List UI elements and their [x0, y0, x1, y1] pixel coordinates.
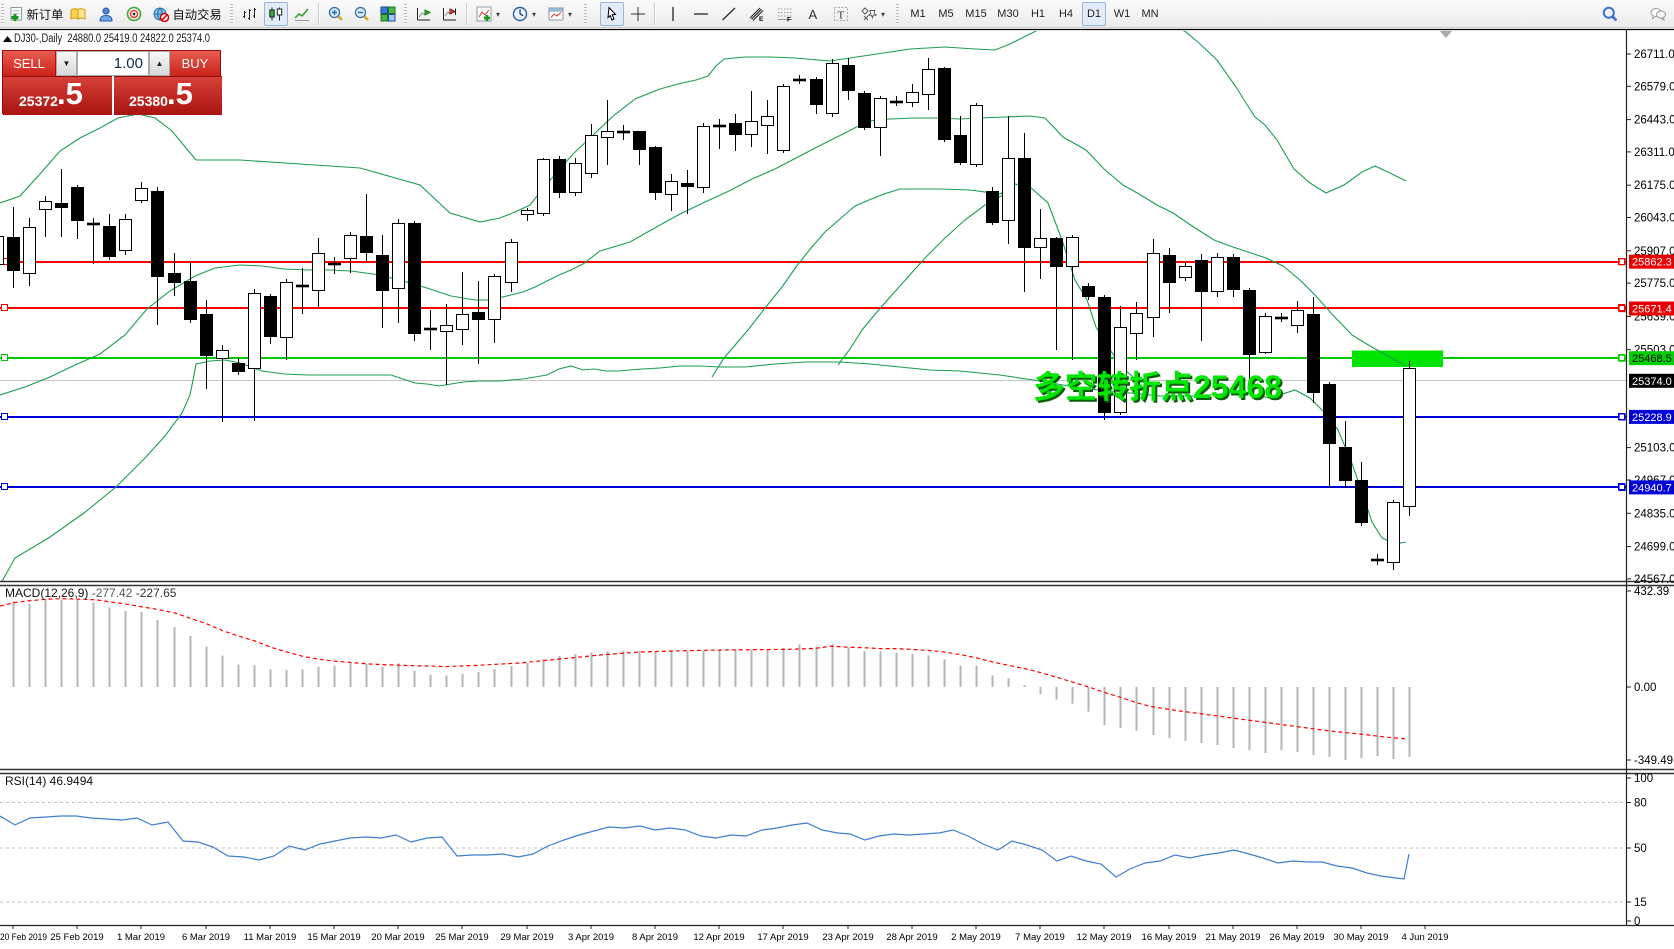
- svg-text:25907.0: 25907.0: [1634, 246, 1674, 258]
- svg-text:20 Mar 2019: 20 Mar 2019: [371, 932, 424, 943]
- svg-text:26443.0: 26443.0: [1634, 115, 1674, 127]
- svg-text:DJ30-,Daily 24880.0 25419.0 2: DJ30-,Daily 24880.0 25419.0 24822.0 2537…: [14, 33, 210, 45]
- svg-text:24835.0: 24835.0: [1634, 508, 1674, 520]
- svg-text:30 May 2019: 30 May 2019: [1334, 932, 1389, 943]
- svg-text:80: 80: [1634, 798, 1647, 810]
- svg-text:26 May 2019: 26 May 2019: [1270, 932, 1325, 943]
- svg-text:25 Mar 2019: 25 Mar 2019: [435, 932, 488, 943]
- svg-text:28 Apr 2019: 28 Apr 2019: [886, 932, 937, 943]
- svg-text:432.39: 432.39: [1634, 586, 1669, 598]
- svg-text:12 Apr 2019: 12 Apr 2019: [693, 932, 744, 943]
- svg-text:0: 0: [1634, 916, 1640, 928]
- svg-text:15 Mar 2019: 15 Mar 2019: [307, 932, 360, 943]
- svg-text:26175.0: 26175.0: [1634, 180, 1674, 192]
- svg-text:26579.0: 26579.0: [1634, 81, 1674, 93]
- svg-text:25671.4: 25671.4: [1632, 304, 1672, 316]
- svg-text:4 Jun 2019: 4 Jun 2019: [1401, 932, 1448, 943]
- svg-text:26311.0: 26311.0: [1634, 147, 1674, 159]
- svg-text:F: F: [787, 17, 791, 23]
- svg-text:26043.0: 26043.0: [1634, 213, 1674, 225]
- svg-text:24567.0: 24567.0: [1634, 574, 1674, 586]
- svg-text:16 May 2019: 16 May 2019: [1142, 932, 1197, 943]
- svg-text:8 Apr 2019: 8 Apr 2019: [632, 932, 678, 943]
- svg-text:24699.0: 24699.0: [1634, 542, 1674, 554]
- svg-text:A: A: [809, 7, 818, 22]
- svg-text:MACD(12,26,9) -277.42 -227.65: MACD(12,26,9) -277.42 -227.65: [5, 586, 177, 600]
- svg-text:0.00: 0.00: [1634, 682, 1656, 694]
- svg-text:21 May 2019: 21 May 2019: [1206, 932, 1261, 943]
- svg-text:25775.0: 25775.0: [1634, 278, 1674, 290]
- svg-text:1 Mar 2019: 1 Mar 2019: [117, 932, 165, 943]
- svg-text:25103.0: 25103.0: [1634, 443, 1674, 455]
- svg-text:23 Apr 2019: 23 Apr 2019: [822, 932, 873, 943]
- svg-text:-349.49: -349.49: [1634, 755, 1673, 767]
- svg-text:2 May 2019: 2 May 2019: [951, 932, 1001, 943]
- svg-text:12 May 2019: 12 May 2019: [1077, 932, 1132, 943]
- svg-text:25 Feb 2019: 25 Feb 2019: [50, 932, 103, 943]
- svg-text:26711.0: 26711.0: [1634, 49, 1674, 61]
- svg-text:15: 15: [1634, 897, 1647, 909]
- svg-text:25374.0: 25374.0: [1632, 376, 1672, 388]
- svg-text:E: E: [759, 16, 764, 22]
- svg-text:50: 50: [1634, 843, 1647, 855]
- svg-text:25468: 25468: [1193, 369, 1282, 405]
- svg-text:T: T: [838, 10, 845, 22]
- svg-text:11 Mar 2019: 11 Mar 2019: [244, 932, 297, 943]
- svg-text:25862.3: 25862.3: [1632, 257, 1672, 269]
- svg-text:24940.7: 24940.7: [1632, 482, 1672, 494]
- svg-text:20 Feb 2019: 20 Feb 2019: [0, 932, 47, 943]
- svg-text:25228.9: 25228.9: [1632, 412, 1672, 424]
- svg-text:7 May 2019: 7 May 2019: [1015, 932, 1065, 943]
- svg-text:RSI(14) 46.9494: RSI(14) 46.9494: [5, 774, 93, 788]
- svg-text:6 Mar 2019: 6 Mar 2019: [182, 932, 230, 943]
- svg-text:3 Apr 2019: 3 Apr 2019: [568, 932, 614, 943]
- svg-text:100: 100: [1634, 773, 1653, 785]
- svg-text:25468: 25468: [1195, 371, 1284, 407]
- svg-text:29 Mar 2019: 29 Mar 2019: [500, 932, 553, 943]
- svg-text:25468.5: 25468.5: [1632, 353, 1672, 365]
- svg-text:17 Apr 2019: 17 Apr 2019: [757, 932, 808, 943]
